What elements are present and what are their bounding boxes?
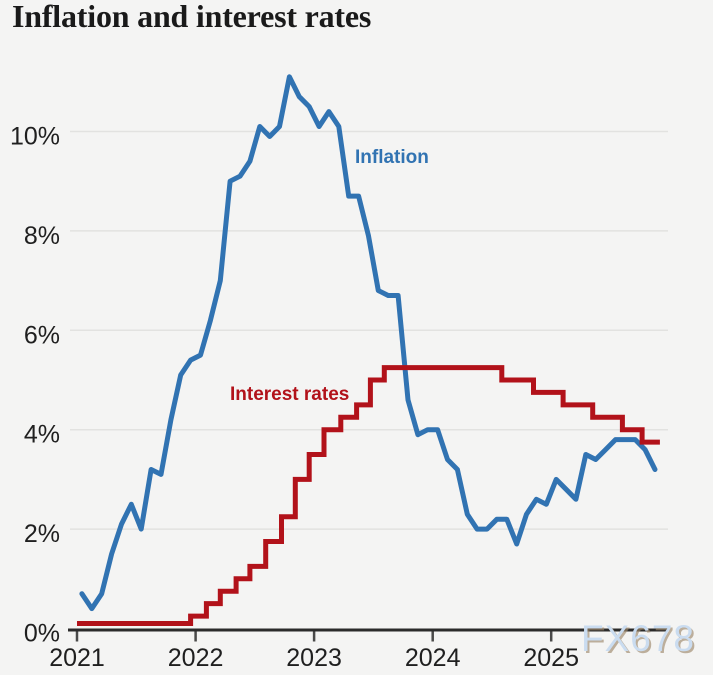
y-axis-label: 0%: [24, 620, 60, 648]
x-axis-label: 2024: [405, 644, 461, 672]
y-axis-label: 6%: [24, 321, 60, 349]
y-axis-label: 10%: [10, 123, 60, 151]
watermark: FX678: [581, 618, 696, 659]
x-axis-label: 2023: [286, 644, 342, 672]
inflation-line: [79, 74, 658, 612]
y-axis-label: 4%: [24, 421, 60, 449]
y-axis-label: 8%: [24, 222, 60, 250]
inflation-label: Inflation: [355, 147, 429, 168]
x-axis-label: 2025: [523, 644, 579, 672]
chart-title: Inflation and interest rates: [12, 0, 372, 34]
y-axis-label: 2%: [24, 520, 60, 548]
interest-rates-label: Interest rates: [230, 384, 349, 405]
x-axis-label: 2022: [168, 644, 224, 672]
x-axis-label: 2021: [49, 644, 105, 672]
interest-rates-line: [77, 365, 660, 626]
